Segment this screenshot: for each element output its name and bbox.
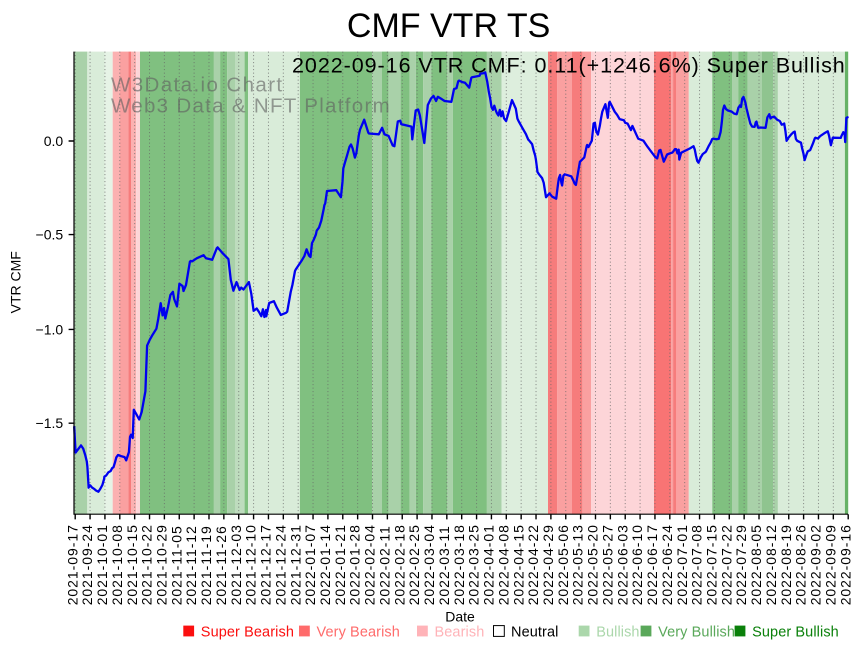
svg-text:2021-12-10: 2021-12-10 [243,524,259,605]
svg-text:Very Bearish: Very Bearish [317,624,400,640]
svg-text:2021-10-29: 2021-10-29 [153,524,169,605]
svg-text:2022-09-16 VTR CMF: 0.11(+1246: 2022-09-16 VTR CMF: 0.11(+1246.6%) Super… [292,54,846,78]
svg-text:2021-12-17: 2021-12-17 [258,524,274,605]
svg-text:2022-06-03: 2022-06-03 [614,524,630,605]
svg-text:2022-08-12: 2022-08-12 [763,524,779,605]
svg-text:−0.5: −0.5 [36,227,64,243]
svg-text:2022-06-17: 2022-06-17 [644,524,660,605]
svg-text:2022-07-29: 2022-07-29 [733,524,749,605]
svg-text:Very Bullish: Very Bullish [658,624,735,640]
svg-text:2021-10-08: 2021-10-08 [109,524,125,605]
svg-text:Web3 Data & NFT Platform: Web3 Data & NFT Platform [111,94,391,117]
svg-text:2022-03-11: 2022-03-11 [436,525,452,605]
svg-text:2022-06-10: 2022-06-10 [629,524,645,605]
svg-text:2021-12-31: 2021-12-31 [287,524,303,605]
svg-text:−1.0: −1.0 [36,321,64,337]
svg-text:2022-04-29: 2022-04-29 [540,524,556,605]
svg-text:2022-07-08: 2022-07-08 [689,524,705,605]
svg-text:0.0: 0.0 [44,133,64,149]
svg-text:2022-04-22: 2022-04-22 [525,524,541,605]
svg-text:2022-07-22: 2022-07-22 [718,524,734,605]
svg-text:2021-11-26: 2021-11-26 [213,525,229,605]
svg-text:2022-09-02: 2022-09-02 [808,524,824,605]
svg-text:2021-11-12: 2021-11-12 [183,525,199,605]
svg-text:2021-10-15: 2021-10-15 [124,524,140,605]
svg-text:2022-02-11: 2022-02-11 [376,525,392,605]
svg-text:2022-09-16: 2022-09-16 [837,524,853,605]
svg-text:2021-11-05: 2021-11-05 [168,525,184,605]
svg-text:2022-03-04: 2022-03-04 [421,524,437,605]
svg-text:2021-12-24: 2021-12-24 [272,524,288,605]
svg-text:2022-09-09: 2022-09-09 [822,524,838,605]
svg-text:2022-08-05: 2022-08-05 [748,524,764,605]
svg-text:2022-01-07: 2022-01-07 [302,524,318,605]
svg-text:2022-01-14: 2022-01-14 [317,524,333,605]
svg-text:Bullish: Bullish [596,624,639,640]
svg-text:2022-02-25: 2022-02-25 [406,524,422,605]
svg-text:2022-03-18: 2022-03-18 [451,524,467,605]
svg-text:2021-09-17: 2021-09-17 [64,524,80,605]
svg-text:2022-05-13: 2022-05-13 [570,524,586,605]
svg-text:Super Bearish: Super Bearish [201,624,294,640]
svg-text:Bearish: Bearish [435,624,485,640]
svg-text:2022-05-27: 2022-05-27 [599,524,615,605]
svg-text:CMF VTR TS: CMF VTR TS [347,7,550,45]
svg-text:2022-08-19: 2022-08-19 [778,524,794,605]
svg-text:W3Data.io Chart: W3Data.io Chart [111,74,284,97]
svg-text:2022-03-25: 2022-03-25 [466,524,482,605]
svg-text:Super Bullish: Super Bullish [752,624,839,640]
svg-text:2021-11-19: 2021-11-19 [198,525,214,605]
svg-text:VTR CMF: VTR CMF [8,251,24,313]
svg-text:2022-04-08: 2022-04-08 [495,524,511,605]
svg-text:2022-07-15: 2022-07-15 [704,524,720,605]
svg-text:Neutral: Neutral [511,624,558,640]
svg-text:2022-02-04: 2022-02-04 [362,524,378,605]
svg-text:2022-01-21: 2022-01-21 [332,524,348,605]
svg-text:2022-06-24: 2022-06-24 [659,524,675,605]
svg-text:Date: Date [445,609,475,625]
svg-text:2022-01-28: 2022-01-28 [347,524,363,605]
svg-text:2022-04-15: 2022-04-15 [510,524,526,605]
svg-text:2022-07-01: 2022-07-01 [674,524,690,605]
svg-text:2022-04-01: 2022-04-01 [481,524,497,605]
svg-text:2021-12-03: 2021-12-03 [228,524,244,605]
svg-text:2022-02-18: 2022-02-18 [391,524,407,605]
svg-text:−1.5: −1.5 [36,415,64,431]
svg-text:2021-10-01: 2021-10-01 [94,524,110,605]
svg-text:2021-10-22: 2021-10-22 [139,524,155,605]
svg-text:2022-05-20: 2022-05-20 [585,524,601,605]
svg-text:2022-08-26: 2022-08-26 [793,524,809,605]
svg-text:2021-09-24: 2021-09-24 [79,524,95,605]
svg-text:2022-05-06: 2022-05-06 [555,524,571,605]
